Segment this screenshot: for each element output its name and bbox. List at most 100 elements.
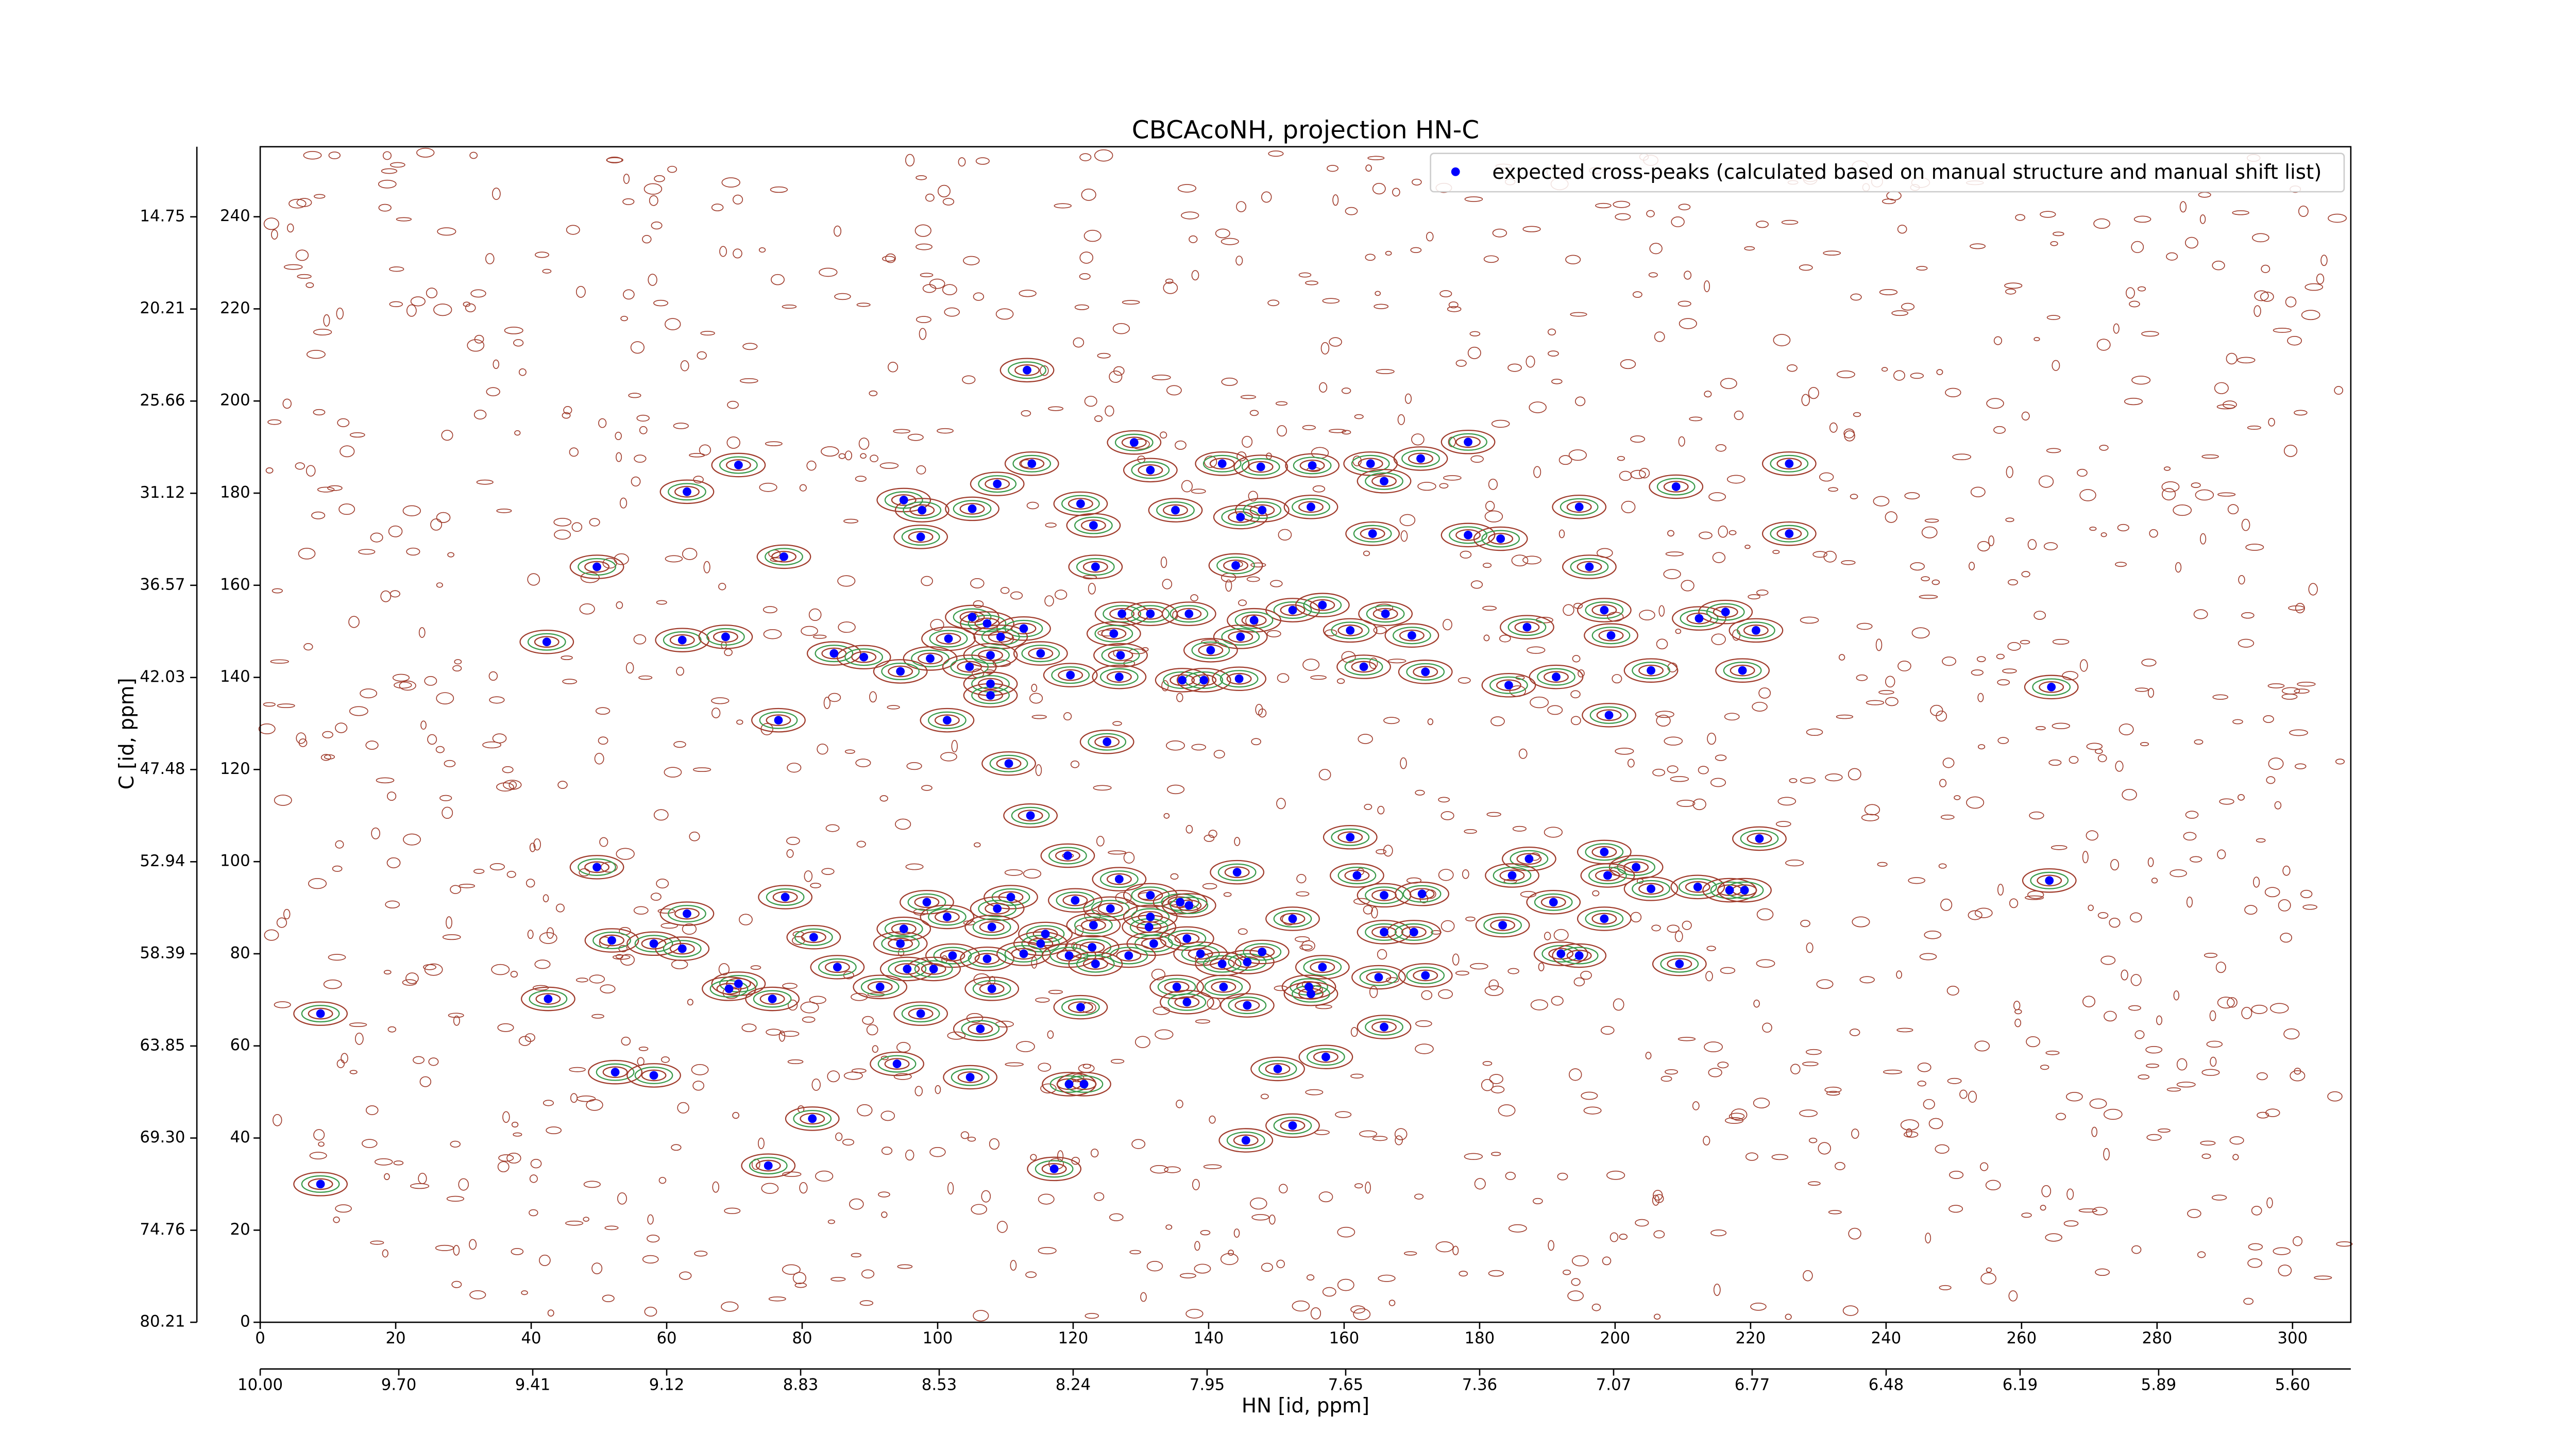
noise-contour <box>2252 233 2269 243</box>
cross-peak <box>1026 811 1035 820</box>
noise-contour <box>410 296 426 307</box>
noise-contour <box>1620 359 1636 369</box>
noise-contour <box>2229 1136 2244 1145</box>
noise-contour <box>383 970 392 975</box>
noise-contour <box>919 328 927 340</box>
cross-peak <box>1144 922 1154 932</box>
noise-contour <box>1704 1041 1723 1053</box>
noise-contour <box>628 393 641 398</box>
cross-peak <box>1632 863 1641 872</box>
peak-contour <box>1649 474 1704 499</box>
noise-contour <box>1276 1259 1285 1269</box>
peak-contour <box>1155 668 1210 693</box>
noise-contour <box>566 225 580 235</box>
peak-contour <box>901 528 940 546</box>
noise-contour <box>787 763 802 773</box>
noise-contour <box>1181 211 1199 220</box>
noise-contour <box>880 1055 889 1060</box>
noise-contour <box>799 484 807 492</box>
cross-peak <box>899 924 908 934</box>
peak-contour <box>1623 658 1679 683</box>
noise-contour <box>600 984 616 993</box>
noise-contour <box>1016 1041 1035 1052</box>
noise-contour <box>2086 830 2098 841</box>
noise-contour <box>1602 1256 1612 1266</box>
peak-contour <box>936 633 961 645</box>
noise-contour <box>2256 1072 2268 1081</box>
noise-contour <box>295 462 305 470</box>
peak-contour <box>753 990 792 1008</box>
noise-contour <box>1443 619 1452 631</box>
cross-peak <box>542 637 551 647</box>
noise-contour <box>332 865 343 872</box>
peak-contour <box>1337 831 1363 844</box>
noise-contour <box>2009 898 2019 908</box>
noise-contour <box>1653 1190 1663 1201</box>
noise-contour <box>565 1220 584 1226</box>
noise-contour <box>1481 1079 1494 1091</box>
cross-peak <box>649 1071 658 1080</box>
noise-contour <box>975 157 990 165</box>
noise-contour <box>328 151 341 159</box>
noise-contour <box>335 722 348 733</box>
noise-contour <box>1707 732 1716 745</box>
noise-contour <box>1194 1263 1211 1274</box>
peak-contour <box>1293 457 1332 475</box>
noise-contour <box>416 147 435 158</box>
noise-contour <box>1715 754 1727 761</box>
noise-contour <box>997 1221 1008 1233</box>
noise-contour <box>962 375 976 384</box>
noise-contour <box>2320 255 2328 266</box>
cross-peak <box>1380 1022 1388 1032</box>
noise-contour <box>821 446 839 457</box>
noise-contour <box>1181 480 1193 493</box>
noise-contour <box>1800 616 1819 624</box>
noise-contour <box>2130 974 2142 986</box>
peak-contour <box>1243 943 1282 961</box>
x2-tick-label: 6.77 <box>1735 1376 1770 1394</box>
noise-contour <box>1023 869 1042 879</box>
peak-contour <box>1336 654 1391 679</box>
peak-contour <box>877 1055 917 1073</box>
noise-contour <box>2048 759 2062 766</box>
noise-contour <box>1938 863 1947 869</box>
noise-contour <box>2095 1268 2110 1276</box>
peak-contour <box>1737 621 1775 639</box>
noise-contour <box>823 697 831 709</box>
peak-contour <box>1698 599 1753 625</box>
noise-contour <box>2201 454 2219 459</box>
peak-contour <box>1106 671 1132 683</box>
noise-contour <box>436 512 451 523</box>
noise-contour <box>1592 890 1600 897</box>
noise-contour <box>2021 1212 2032 1218</box>
peak-contour <box>1371 475 1397 487</box>
cross-peak <box>968 613 977 621</box>
noise-contour <box>825 824 840 832</box>
noise-contour <box>1276 798 1286 810</box>
noise-contour <box>1613 998 1624 1011</box>
peak-contour <box>1170 674 1195 686</box>
peak-contour <box>706 628 745 646</box>
noise-contour <box>598 418 607 428</box>
noise-contour <box>511 1121 519 1128</box>
noise-contour <box>1004 869 1023 876</box>
noise-contour <box>634 454 647 463</box>
noise-contour <box>920 273 934 278</box>
peak-contour <box>1163 504 1188 516</box>
noise-contour <box>2013 1001 2021 1010</box>
peak-contour <box>1401 926 1427 938</box>
peak-contour <box>1351 454 1390 473</box>
noise-contour <box>1470 455 1484 463</box>
noise-contour <box>338 503 355 515</box>
noise-contour <box>1490 1085 1505 1093</box>
noise-contour <box>2201 1069 2220 1076</box>
peak-contour <box>1393 446 1448 471</box>
y2-tick-label: 42.03 <box>140 667 185 686</box>
noise-contour <box>2232 1154 2239 1160</box>
noise-contour <box>1563 604 1574 616</box>
peak-contour <box>1018 921 1073 947</box>
noise-contour <box>1977 693 1984 702</box>
peak-contour <box>1167 993 1207 1011</box>
cross-peak <box>1556 949 1566 958</box>
noise-contour <box>530 1158 542 1169</box>
